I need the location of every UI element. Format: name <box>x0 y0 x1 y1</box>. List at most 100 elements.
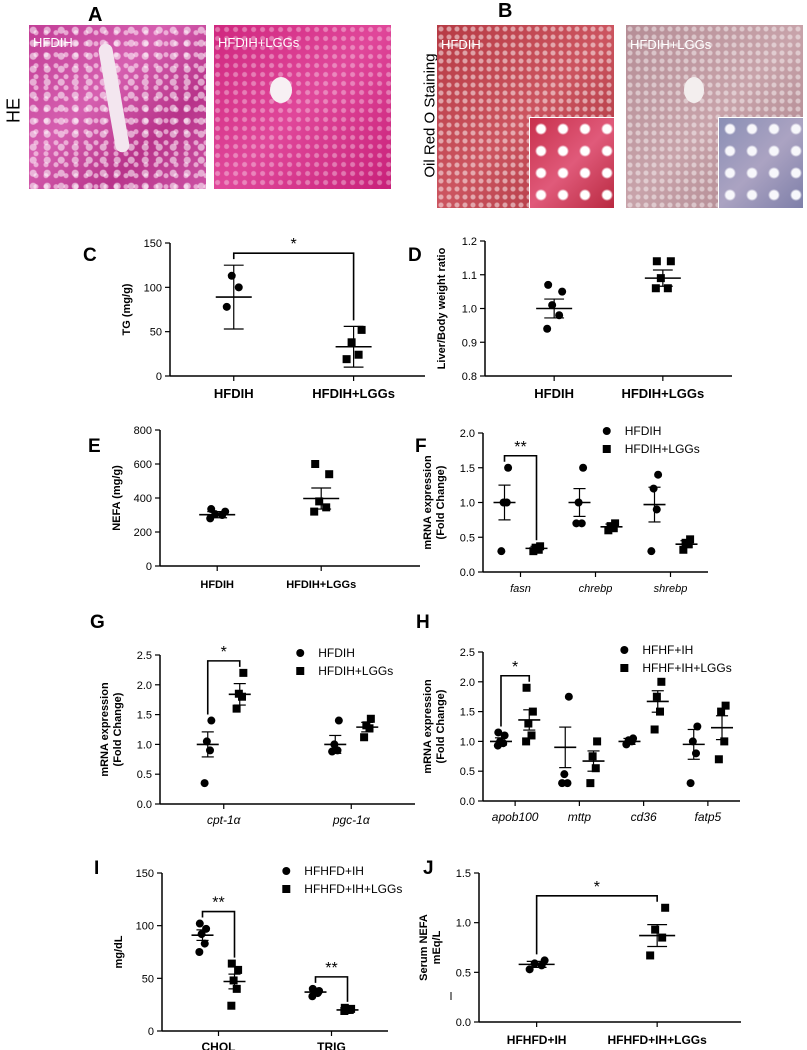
y-tick-label: 600 <box>134 459 152 471</box>
y-tick-label: 0.9 <box>462 337 477 349</box>
y-axis-label-line: NEFA (mg/g) <box>111 465 123 531</box>
x-tick-label: HFDIH <box>200 579 234 591</box>
y-tick-label: 1.0 <box>460 498 475 510</box>
data-point <box>239 668 248 677</box>
x-tick-label: fatp5 <box>695 810 722 824</box>
data-point <box>202 737 211 746</box>
y-tick-label: 200 <box>134 527 152 539</box>
y-axis-label: Serum NEFAmEq/L <box>418 914 443 981</box>
data-point <box>342 355 351 364</box>
x-tick-label: shrebp <box>654 583 688 595</box>
significance-bracket <box>206 660 241 715</box>
y-axis-label: Liver/Body weight ratio <box>436 247 448 369</box>
he-micrograph-hfdih <box>29 25 206 189</box>
panel-d: D 0.8 0.9 1.0 1.1 1.2 Liver/Body weight ratio H… <box>408 236 732 401</box>
legend-label: HFHF+IH+LGGs <box>642 661 731 675</box>
y-tick-label: 0.8 <box>462 371 477 383</box>
y-tick-label: 100 <box>136 921 154 933</box>
data-point <box>311 460 320 468</box>
data-point <box>661 903 670 912</box>
data-point <box>522 737 531 746</box>
y-tick-label: 1.5 <box>137 710 152 722</box>
legend-label: HFDIH+LGGs <box>625 442 700 456</box>
oil-micrograph-hfdih-lggs <box>626 25 803 208</box>
data-point <box>651 284 660 293</box>
data-point <box>227 271 236 280</box>
panel-letter-g: G <box>90 612 105 633</box>
y-tick-label: 0.5 <box>456 967 471 979</box>
panel-letter-f: F <box>415 436 427 457</box>
y-axis-label-line: mRNA expression <box>422 455 434 550</box>
data-point <box>232 704 241 713</box>
y-tick-label: 1.2 <box>462 236 477 248</box>
data-point <box>543 324 552 333</box>
legend-marker <box>620 646 629 654</box>
data-point <box>310 507 319 516</box>
y-axis-label: mg/dL <box>113 935 125 968</box>
data-point <box>354 350 363 359</box>
significance-label: ** <box>514 439 526 456</box>
panel-e: E 0 200 400 600 800 NEFA (mg/g) HFDIH HFDIH+LGGs <box>88 425 420 591</box>
x-tick-label: chrebp <box>579 583 613 595</box>
data-point <box>494 728 503 737</box>
y-tick-label: 0 <box>146 561 152 573</box>
y-tick-label: 150 <box>144 238 162 250</box>
legend-label: HFDIH <box>318 646 355 660</box>
legend-marker <box>620 664 629 672</box>
panel-letter-i: I <box>94 858 99 879</box>
significance-bracket <box>314 976 349 1002</box>
y-tick-label: 1.0 <box>460 736 475 748</box>
y-axis-label-line: (Fold Change) <box>112 692 124 766</box>
panel-letter-d: D <box>408 245 422 266</box>
data-point <box>334 716 343 725</box>
data-point <box>227 959 236 968</box>
x-tick-label: HFHFD+IH <box>507 1033 567 1047</box>
y-tick-label: 2.5 <box>137 650 152 662</box>
data-point <box>207 716 216 725</box>
data-point <box>555 311 564 320</box>
data-point <box>564 692 573 701</box>
data-point <box>560 770 569 779</box>
data-point <box>721 701 730 710</box>
significance-label: ** <box>212 895 224 912</box>
significance-label: ** <box>325 960 337 977</box>
data-point <box>652 692 661 701</box>
x-tick-label: fasn <box>510 583 531 595</box>
x-tick-label: HFHFD+IH+LGGs <box>607 1033 707 1047</box>
legend-marker <box>282 885 291 893</box>
data-point <box>322 503 331 512</box>
y-tick-label: 100 <box>144 282 162 294</box>
x-tick-label: cpt-1α <box>207 813 242 827</box>
y-tick-label: 0 <box>148 1026 154 1038</box>
legend-marker <box>282 867 291 875</box>
data-point <box>360 733 369 742</box>
significance-label: * <box>291 236 297 253</box>
y-axis-label-line: Liver/Body weight ratio <box>436 247 448 369</box>
y-tick-label: 1.5 <box>456 868 471 880</box>
y-tick-label: 150 <box>136 868 154 880</box>
y-tick-label: 0.5 <box>460 532 475 544</box>
significance-label: * <box>594 879 600 896</box>
data-point <box>586 779 595 788</box>
y-axis-label-line: mg/dL <box>113 935 125 968</box>
panel-letter-h: H <box>416 612 430 633</box>
data-point <box>528 707 537 716</box>
data-point <box>686 779 695 788</box>
y-axis-label-line: (Fold Change) <box>435 689 447 763</box>
data-point <box>366 714 375 723</box>
x-tick-label: cd36 <box>631 810 657 824</box>
y-tick-label: 2.0 <box>137 680 152 692</box>
data-point <box>652 257 661 266</box>
data-point <box>340 1003 349 1012</box>
y-tick-label: 2.0 <box>460 428 475 440</box>
data-point <box>540 956 549 965</box>
y-axis-label: mRNA expression(Fold Change) <box>99 682 124 777</box>
x-tick-label: mttp <box>568 810 592 824</box>
data-point <box>679 545 688 554</box>
data-point <box>195 948 204 956</box>
significance-label: * <box>512 659 518 676</box>
x-tick-label: CHOL <box>202 1040 236 1050</box>
significance-bracket <box>503 454 538 541</box>
data-point <box>200 779 209 788</box>
